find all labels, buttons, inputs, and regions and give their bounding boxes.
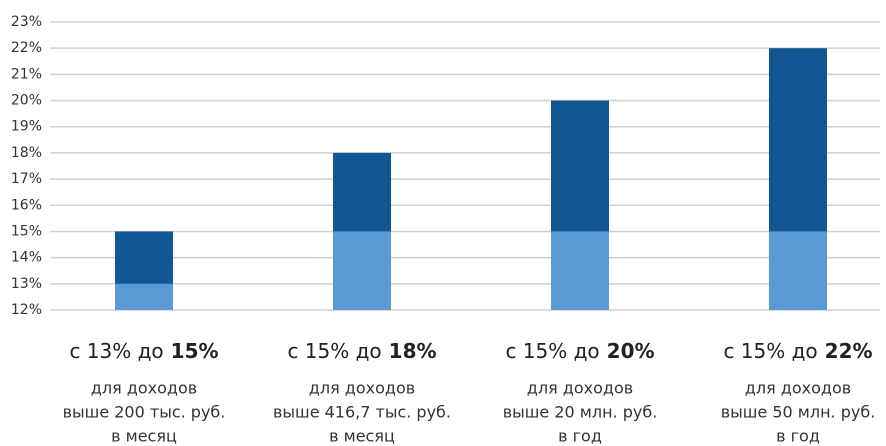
bar-segment bbox=[769, 231, 827, 310]
y-tick-label: 14% bbox=[11, 250, 42, 266]
y-tick-label: 18% bbox=[11, 145, 42, 161]
bar-segment bbox=[333, 231, 391, 310]
category-note: выше 20 млн. руб. bbox=[503, 403, 658, 422]
y-tick-label: 22% bbox=[11, 40, 42, 56]
category-note: в месяц bbox=[329, 427, 395, 446]
category-lead: с 15% до bbox=[287, 339, 381, 363]
y-tick-label: 12% bbox=[11, 302, 42, 318]
bar-segment bbox=[769, 48, 827, 232]
category-lead: с 13% до bbox=[69, 339, 163, 363]
category-lead: с 15% до bbox=[505, 339, 599, 363]
category-note: выше 50 млн. руб. bbox=[721, 403, 876, 422]
category-note: для доходов bbox=[91, 379, 197, 398]
y-tick-label: 21% bbox=[11, 66, 42, 82]
y-tick-label: 23% bbox=[11, 14, 42, 30]
category-note: для доходов bbox=[309, 379, 415, 398]
category-rate: 15% bbox=[171, 339, 219, 363]
y-tick-label: 13% bbox=[11, 276, 42, 292]
category-note: в год bbox=[776, 427, 820, 446]
category-rate: 22% bbox=[825, 339, 873, 363]
category-rate: 20% bbox=[607, 339, 655, 363]
category-label: с 15% до 20% bbox=[505, 339, 654, 363]
category-note: для доходов bbox=[527, 379, 633, 398]
y-tick-label: 20% bbox=[11, 93, 42, 109]
bar-segment bbox=[115, 231, 173, 284]
bar-segment bbox=[333, 152, 391, 232]
category-note: выше 416,7 тыс. руб. bbox=[273, 403, 451, 422]
bar-segment bbox=[115, 283, 173, 310]
category-note: для доходов bbox=[745, 379, 851, 398]
bar-segment bbox=[551, 231, 609, 310]
y-tick-label: 16% bbox=[11, 197, 42, 213]
category-note: в месяц bbox=[111, 427, 177, 446]
category-label: с 13% до 15% bbox=[69, 339, 218, 363]
category-note: в год bbox=[558, 427, 602, 446]
bar-segment bbox=[551, 100, 609, 232]
category-lead: с 15% до bbox=[723, 339, 817, 363]
y-tick-label: 15% bbox=[11, 223, 42, 239]
category-note: выше 200 тыс. руб. bbox=[63, 403, 226, 422]
category-label: с 15% до 18% bbox=[287, 339, 436, 363]
y-tick-label: 19% bbox=[11, 119, 42, 135]
category-rate: 18% bbox=[389, 339, 437, 363]
category-label: с 15% до 22% bbox=[723, 339, 872, 363]
y-tick-label: 17% bbox=[11, 171, 42, 187]
